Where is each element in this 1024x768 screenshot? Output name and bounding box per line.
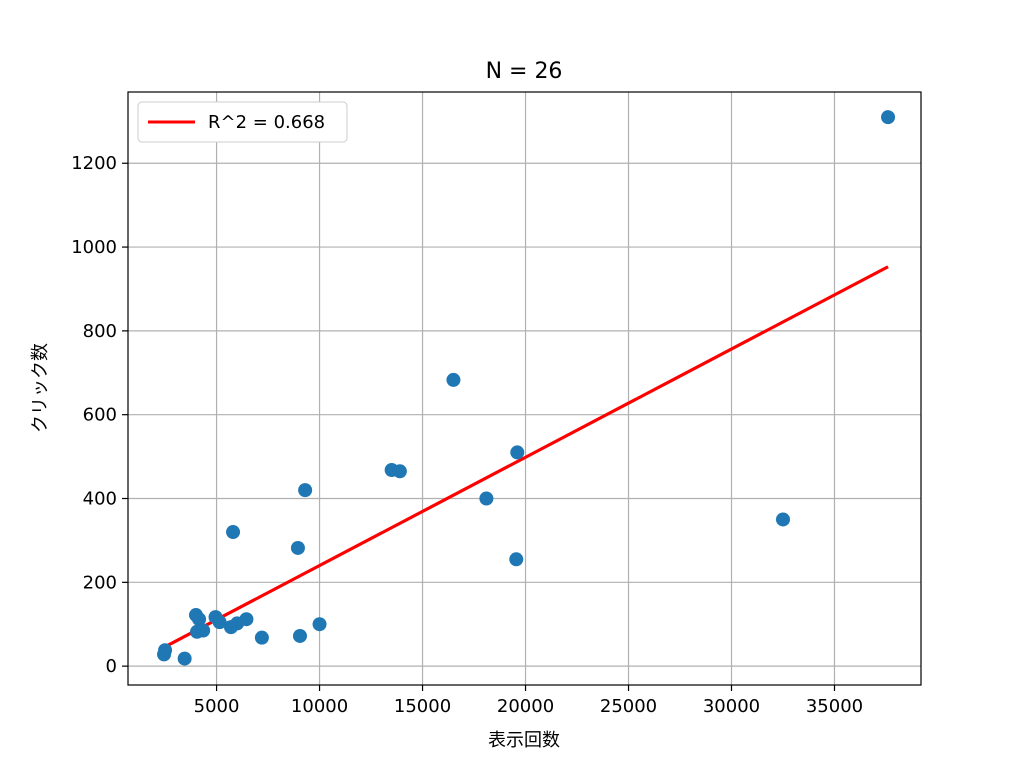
y-axis-title: クリック数 [30, 343, 51, 433]
chart-title: N = 26 [486, 59, 563, 84]
x-axis-title: 表示回数 [488, 730, 560, 751]
plot-area-frame [127, 91, 922, 686]
scatter-point [290, 540, 305, 555]
x-tick-label: 25000 [600, 696, 657, 717]
scatter-point [226, 525, 241, 540]
scatter-point [298, 483, 313, 498]
legend: R^2 = 0.668 [137, 101, 348, 143]
scatter-point [212, 615, 227, 630]
scatter-point [312, 617, 327, 632]
legend-box [137, 101, 348, 143]
y-axis-ticks: 0 200 400 600 800 1000 1200 [71, 153, 128, 677]
scatter-point [254, 630, 269, 645]
fit-line-layer [163, 265, 889, 649]
scatter-point [509, 552, 524, 567]
x-tick-label: 30000 [703, 696, 760, 717]
x-axis-ticks: 5000 10000 15000 20000 25000 30000 35000 [194, 685, 863, 717]
scatter-point [881, 110, 896, 125]
fit-line [163, 265, 889, 649]
scatter-point [177, 651, 192, 666]
y-tick-label: 1200 [71, 153, 117, 174]
legend-label: R^2 = 0.668 [208, 112, 325, 133]
scatter-point [446, 372, 461, 387]
scatter-point [479, 491, 494, 506]
scatter-point [392, 464, 407, 479]
y-tick-label: 200 [83, 572, 117, 593]
y-tick-label: 400 [83, 489, 117, 510]
scatter-point [192, 612, 207, 627]
scatter-point [775, 512, 790, 527]
y-tick-label: 0 [106, 656, 117, 677]
y-tick-label: 800 [83, 321, 117, 342]
y-tick-label: 1000 [71, 237, 117, 258]
scatter-point [196, 623, 211, 638]
scatter-point [223, 620, 238, 635]
scatter-point [157, 647, 172, 662]
x-tick-label: 5000 [194, 696, 240, 717]
grid-lines [128, 92, 921, 685]
x-tick-label: 20000 [497, 696, 554, 717]
data-points [157, 110, 896, 666]
y-tick-label: 600 [83, 405, 117, 426]
x-tick-label: 35000 [806, 696, 863, 717]
scatter-point [510, 445, 525, 460]
scatter-point [292, 628, 307, 643]
x-tick-label: 10000 [291, 696, 348, 717]
x-tick-label: 15000 [394, 696, 451, 717]
